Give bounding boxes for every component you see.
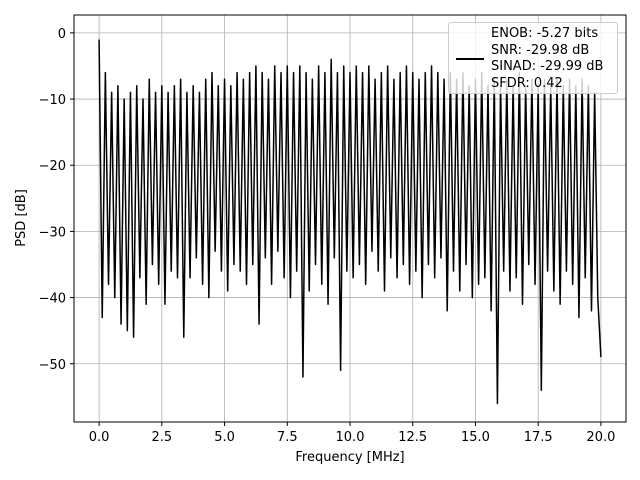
x-tick-label: 5.0 bbox=[214, 430, 235, 445]
plot-frame bbox=[73, 14, 627, 423]
x-tick-label: 12.5 bbox=[398, 430, 427, 445]
x-tick-label: 10.0 bbox=[336, 430, 365, 445]
y-tick-label: −10 bbox=[39, 93, 66, 108]
x-tick-label: 2.5 bbox=[151, 430, 172, 445]
legend-label: ENOB: -5.27 bits SNR: -29.98 dB SINAD: -… bbox=[491, 26, 604, 91]
x-tick-label: 20.0 bbox=[586, 430, 615, 445]
x-axis-label: Frequency [MHz] bbox=[295, 450, 404, 465]
x-tick-label: 0.0 bbox=[89, 430, 110, 445]
y-tick-label: 0 bbox=[58, 27, 66, 42]
y-axis-label: PSD [dB] bbox=[14, 189, 29, 247]
y-tick-label: −30 bbox=[39, 225, 66, 240]
x-tick-label: 7.5 bbox=[277, 430, 298, 445]
y-tick-label: −40 bbox=[39, 292, 66, 307]
x-tick-label: 17.5 bbox=[524, 430, 553, 445]
y-tick-label: −50 bbox=[39, 358, 66, 373]
legend-handle bbox=[456, 58, 484, 60]
x-tick-label: 15.0 bbox=[461, 430, 490, 445]
legend: ENOB: -5.27 bits SNR: -29.98 dB SINAD: -… bbox=[448, 22, 618, 94]
data-line bbox=[98, 39, 602, 405]
y-tick-label: −20 bbox=[39, 159, 66, 174]
